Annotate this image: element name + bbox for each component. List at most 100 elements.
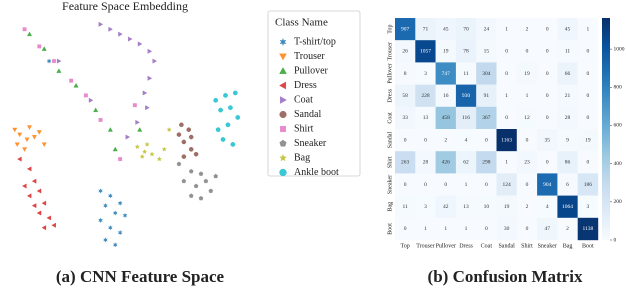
heatmap-cell: [496, 18, 517, 41]
legend-marker: [279, 53, 287, 61]
cell-label: 3: [586, 204, 589, 210]
heatmap-cell: [537, 151, 558, 174]
cell-label: 26: [402, 49, 408, 55]
scatter-point: [41, 225, 47, 231]
heatmap-cell: [395, 129, 416, 152]
cell-label: 58: [402, 93, 408, 99]
scatter-point: [98, 21, 104, 27]
cell-label: 1: [465, 182, 468, 188]
cell-label: 124: [503, 182, 512, 188]
cell-label: 0: [546, 26, 549, 32]
cell-label: 0: [404, 137, 407, 143]
scatter-point: [36, 130, 42, 135]
heatmap-cell: [557, 62, 578, 85]
heatmap-cell: [577, 195, 599, 218]
scatter-point: [22, 27, 27, 32]
cell-label: 66: [565, 71, 571, 77]
scatter-point: [17, 156, 22, 162]
cell-label: 8: [404, 71, 407, 77]
cell-label: 304: [482, 71, 491, 77]
scatter-point: [41, 142, 47, 147]
cell-label: 10: [484, 204, 490, 210]
heatmap-cell: [435, 40, 457, 63]
scatter-point: [117, 200, 123, 206]
heatmap-cell: [455, 195, 477, 218]
cell-label: 1: [505, 160, 508, 166]
cell-label: 0: [404, 182, 407, 188]
cell-label: 2: [526, 26, 529, 32]
heatmap-cell: [577, 106, 599, 130]
x-tick-label: Trouser: [416, 243, 434, 249]
heatmap-cell: [496, 217, 517, 241]
scatter-point: [26, 193, 32, 199]
cell-label: 16: [443, 93, 449, 99]
scatter-title: Feature Space Embedding: [62, 0, 188, 13]
scatter-point: [22, 183, 27, 189]
heatmap-cell: [557, 195, 578, 218]
heatmap-cell: [455, 151, 477, 174]
heatmap-cell: [395, 195, 416, 218]
heatmap-cell: [415, 62, 436, 85]
x-tick-label: Sneaker: [538, 243, 557, 249]
scatter-point: [88, 97, 94, 103]
cell-label: 0: [586, 71, 589, 77]
heatmap-cell: [577, 129, 599, 152]
cell-label: 2: [566, 226, 569, 232]
legend-marker: [279, 67, 287, 74]
y-tick-label: Trouser: [387, 42, 393, 60]
legend-marker: [279, 168, 287, 177]
scatter-point: [137, 41, 143, 47]
cell-label: 367: [482, 115, 491, 121]
heatmap-cell: [476, 217, 497, 241]
legend-label: Sandal: [294, 109, 321, 120]
heatmap-cell: [395, 84, 416, 107]
cell-label: 1138: [582, 226, 593, 232]
heatmap-cell: [537, 40, 558, 63]
cell-label: 1163: [501, 137, 512, 143]
y-tick-label: Coat: [387, 112, 393, 124]
heatmap-cell: [455, 84, 477, 107]
scatter-point: [103, 237, 108, 243]
scatter-point: [147, 48, 153, 54]
heatmap-cell: [415, 106, 436, 130]
heatmap-cell: [516, 151, 538, 174]
heatmap-cell: [557, 217, 578, 241]
heatmap-cell: [415, 40, 436, 63]
x-tick-label: Coat: [481, 243, 493, 249]
cell-label: 3: [424, 71, 427, 77]
y-tick-label: Sandal: [387, 132, 393, 149]
heatmap-cell: [455, 40, 477, 63]
heatmap-cell: [476, 195, 497, 218]
x-tick-label: Top: [401, 243, 410, 249]
legend-title: Class Name: [275, 17, 328, 29]
heatmap-cell: [577, 173, 599, 196]
cell-label: 4: [465, 137, 468, 143]
scatter-point: [108, 225, 113, 231]
cell-label: 9: [566, 137, 569, 143]
x-tick-label: Pullover: [436, 243, 456, 249]
cell-label: 0: [424, 182, 427, 188]
cell-label: 47: [545, 226, 551, 232]
cell-label: 70: [463, 26, 469, 32]
scatter-point: [220, 137, 226, 142]
heatmap-cell: [496, 151, 517, 174]
colorbar-tick-label: 200: [614, 199, 623, 205]
scatter-point: [31, 203, 37, 209]
caption: (b) Confusion Matrix: [428, 267, 583, 286]
cell-label: 21: [565, 93, 571, 99]
heatmap-cell: [415, 151, 436, 174]
cell-label: 11: [565, 49, 571, 55]
heatmap-cell: [577, 62, 599, 85]
scatter-point: [189, 147, 194, 152]
scatter-point: [235, 115, 241, 120]
scatter-point: [108, 26, 113, 32]
heatmap-cell: [435, 151, 457, 174]
cell-label: 1064: [562, 204, 573, 210]
heatmap-cell: [516, 173, 538, 196]
x-tick-label: Dress: [459, 243, 473, 249]
heatmap-cell: [557, 151, 578, 174]
heatmap-cell: [516, 18, 538, 41]
scatter-point: [156, 156, 162, 162]
heatmap-cell: [395, 18, 416, 41]
cell-label: 28: [565, 115, 571, 121]
